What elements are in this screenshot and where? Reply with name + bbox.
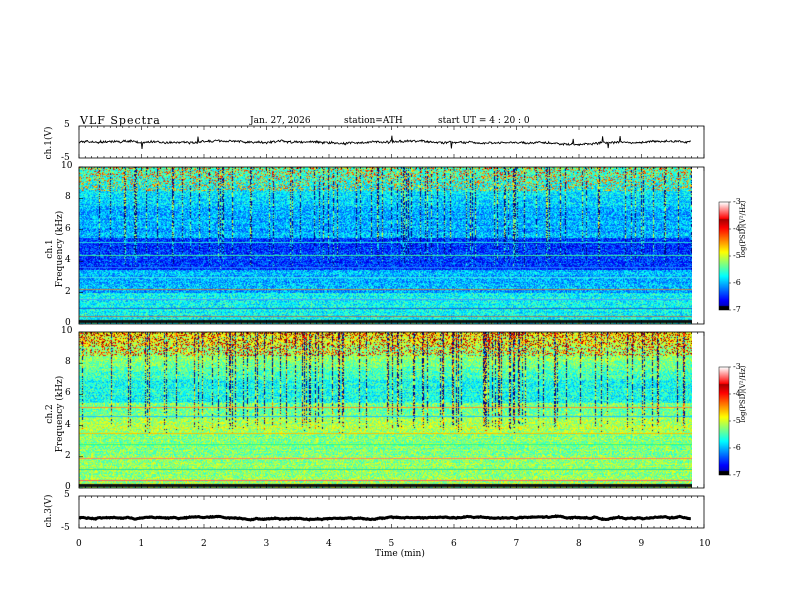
ch2-ytick-label: 8 <box>65 357 71 368</box>
ch1-voltage-ylabel: ch.1(V) <box>44 126 54 160</box>
x-tick-label: 4 <box>326 539 332 549</box>
ch2-ylabel-frequency: Frequency (kHz) <box>55 375 65 453</box>
x-tick-label: 9 <box>638 539 645 549</box>
ch2-ytick-label: 0 <box>65 482 71 492</box>
ch2-colorbar-tick-label: -7 <box>733 470 741 479</box>
ch2-ytick-label: 6 <box>65 388 71 399</box>
spectrogram-images <box>79 167 692 488</box>
x-tick-label: 8 <box>576 539 582 549</box>
ch2-colorbar-tick-label: -4 <box>733 389 741 398</box>
ch1-colorbar-tick-label: -3 <box>733 197 741 206</box>
colorbars <box>718 201 731 476</box>
voltage-traces <box>78 135 692 522</box>
x-tick-label: 10 <box>699 539 711 549</box>
ch2-colorbar <box>719 367 729 475</box>
ch3-ytick-label: 5 <box>64 490 70 500</box>
ch1-colorbar-tick-label: -7 <box>733 305 741 314</box>
ch2-colorbar-tick-label: -3 <box>733 362 741 371</box>
x-tick-label: 2 <box>201 539 207 549</box>
ch1-ytick-label: 0 <box>65 318 71 328</box>
x-tick-label: 6 <box>451 539 457 549</box>
x-tick-label: 0 <box>76 539 82 549</box>
ch1-ytick-label: -5 <box>61 153 70 163</box>
x-tick-label: 7 <box>513 539 520 549</box>
ch1-spectrogram-ylabel: ch.1 Frequency (kHz) <box>45 199 67 299</box>
ch1-ytick-label: 4 <box>65 255 71 266</box>
ch1-colorbar-tick-label: -5 <box>733 251 741 260</box>
x-tick-label: 3 <box>263 539 270 549</box>
ch2-spectrogram-image <box>79 332 692 488</box>
ch1-colorbar-tick-label: -4 <box>733 224 741 233</box>
ch2-ylabel-channel: ch.2 <box>45 404 55 424</box>
start-time-label: start UT = 4 : 20 : 0 <box>438 116 530 126</box>
ch1-ytick-label: 6 <box>65 223 71 234</box>
axis-ticks <box>78 126 705 528</box>
station-label: station=ATH <box>344 116 403 126</box>
ch3-voltage-ylabel: ch.3(V) <box>44 494 54 528</box>
ch2-ytick-label: 2 <box>65 450 71 461</box>
ch2-colorbar-tick-label: -6 <box>733 443 741 452</box>
panel-frame-4 <box>78 495 705 529</box>
ch3-voltage-trace <box>78 514 691 522</box>
ch1-ytick-label: 10 <box>61 161 73 171</box>
ch1-ytick-label: 8 <box>65 192 71 203</box>
ch1-ytick-label: 5 <box>64 120 70 130</box>
ch3-ytick-label: -5 <box>61 523 70 533</box>
ch1-spectrogram-image <box>79 167 692 324</box>
date-label: Jan. 27, 2026 <box>250 116 311 126</box>
x-tick-label: 5 <box>388 539 395 549</box>
ch2-spectrogram-ylabel: ch.2 Frequency (kHz) <box>45 364 67 464</box>
ch1-ytick-label: 2 <box>65 286 71 297</box>
figure-title: VLF Spectra <box>80 114 161 127</box>
ch1-ylabel-frequency: Frequency (kHz) <box>55 210 65 288</box>
x-axis-label: Time (min) <box>375 549 425 559</box>
ch1-voltage-trace <box>79 135 692 150</box>
ch2-ytick-label: 4 <box>65 419 71 430</box>
ch1-colorbar <box>719 202 729 310</box>
ch1-ylabel-channel: ch.1 <box>45 239 55 259</box>
ch1-colorbar-tick-label: -6 <box>733 278 741 287</box>
panel-frame-1 <box>78 125 705 159</box>
ch2-colorbar-tick-label: -5 <box>733 416 741 425</box>
ch2-ytick-label: 10 <box>61 326 73 336</box>
x-tick-label: 1 <box>138 539 145 549</box>
